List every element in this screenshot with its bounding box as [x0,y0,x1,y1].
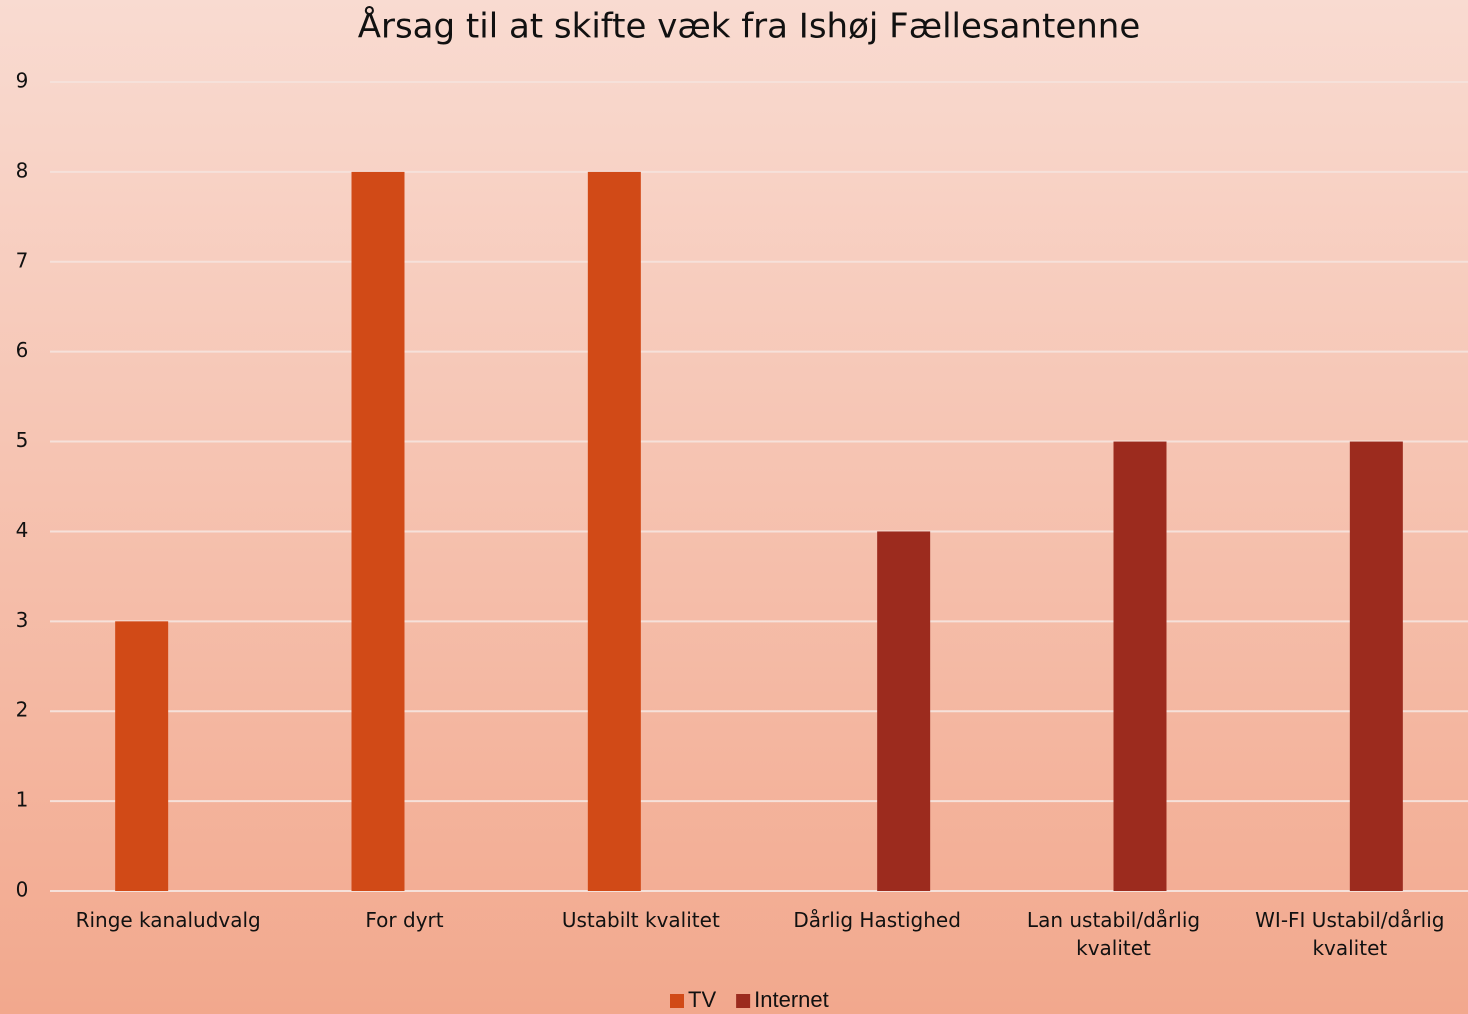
x-tick-label: Dårlig Hastighed [793,908,961,932]
y-tick-label: 6 [16,338,29,362]
x-tick-label: Ustabilt kvalitet [562,908,720,932]
y-tick-label: 1 [16,788,29,812]
y-tick-label: 5 [16,428,29,452]
bar [587,171,641,891]
bar [877,531,931,891]
y-tick-label: 0 [16,878,29,902]
bar [351,171,405,891]
bar [1349,441,1403,891]
y-tick-label: 4 [16,518,29,542]
x-tick-label: Lan ustabil/dårlig kvalitet [1027,908,1200,960]
y-tick-label: 7 [16,248,29,272]
chart-title: Årsag til at skifte væk fra Ishøj Fælles… [358,6,1141,47]
x-tick-label: Ringe kanaludvalg [76,908,261,932]
legend-swatch [670,994,684,1008]
bar [1113,441,1167,891]
bar [115,621,169,891]
y-tick-label: 3 [16,608,29,632]
x-tick-label: For dyrt [365,908,443,932]
y-tick-label: 8 [16,158,29,182]
legend-swatch [736,994,751,1008]
y-tick-label: 2 [16,698,29,722]
y-tick-label: 9 [16,69,29,93]
legend-label: TV [688,987,716,1012]
x-tick-label: WI-FI Ustabil/dårlig kvalitet [1255,908,1444,960]
legend-label: Internet [754,987,829,1012]
